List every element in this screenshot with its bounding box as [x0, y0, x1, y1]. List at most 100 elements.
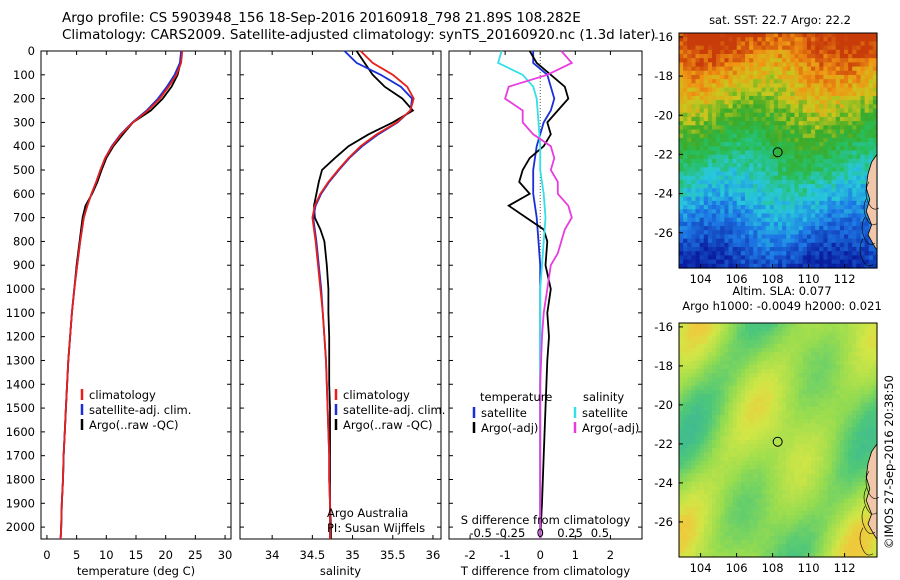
map-cell [761, 377, 767, 383]
map-cell [716, 200, 721, 206]
map-cell [761, 53, 767, 59]
map-cell [856, 158, 862, 164]
map-cell [703, 414, 709, 420]
map-cell [679, 74, 684, 80]
map-cell [749, 255, 754, 261]
map-cell [757, 200, 763, 206]
map-cell [798, 460, 804, 466]
map-cell [819, 49, 824, 55]
map-cell [860, 100, 866, 105]
map-cell [815, 125, 820, 131]
map-cell [839, 53, 845, 59]
map-cell [856, 343, 862, 349]
map-cell [773, 259, 779, 265]
map-cell [761, 137, 767, 143]
map-cell [691, 423, 697, 429]
map-cell [707, 163, 713, 168]
map-cell [790, 389, 796, 395]
map-cell [720, 251, 725, 257]
map-cell [687, 335, 692, 341]
map-cell [778, 360, 783, 366]
map-cell [765, 87, 771, 93]
map-cell [827, 179, 833, 185]
map-cell [699, 368, 705, 374]
map-cell [707, 196, 713, 202]
map-cell [852, 129, 857, 135]
map-cell [707, 150, 713, 156]
map-cell [769, 87, 775, 93]
map-cell [835, 205, 841, 210]
s-tick-label: 0 [537, 526, 544, 540]
map-cell [740, 188, 746, 194]
map-cell [798, 104, 804, 110]
map-cell [745, 485, 750, 491]
map-cell [773, 66, 779, 72]
map-cell [769, 205, 775, 210]
map-cell [720, 91, 725, 97]
map-cell [773, 485, 779, 491]
map-cell [753, 104, 758, 110]
map-cell [868, 62, 874, 68]
map-cell [695, 116, 701, 122]
map-cell [732, 389, 738, 395]
map-cell [732, 263, 738, 269]
map-cell [736, 45, 742, 51]
map-cell [765, 217, 771, 223]
map-cell [827, 163, 833, 168]
map-cell [749, 171, 754, 177]
map-cell [778, 129, 783, 135]
map-cell [761, 435, 767, 441]
map-cell [860, 373, 866, 378]
map-cell [695, 423, 701, 429]
map-cell [720, 469, 725, 475]
map-cell [679, 196, 684, 202]
map-cell [732, 456, 738, 462]
map-cell [798, 477, 804, 483]
map-cell [745, 440, 750, 445]
map-cell [827, 259, 833, 265]
map-cell [757, 37, 763, 42]
map-cell [823, 352, 829, 358]
map-cell [790, 259, 796, 265]
map-cell [683, 74, 688, 80]
map-cell [712, 175, 717, 181]
map-cell [848, 66, 853, 72]
map-cell [848, 87, 853, 93]
map-cell [691, 205, 697, 210]
map-cell [806, 473, 812, 479]
map-cell [683, 490, 688, 495]
map-cell [679, 419, 684, 424]
map-cell [712, 339, 717, 345]
map-cell [782, 377, 787, 383]
map-cell [749, 213, 754, 219]
map-cell [798, 45, 804, 51]
map-cell [736, 485, 742, 491]
map-cell [815, 435, 820, 441]
map-cell [720, 452, 725, 458]
map-cell [724, 234, 730, 240]
map-cell [679, 360, 684, 366]
map-cell [860, 323, 866, 328]
map-cell [815, 394, 820, 399]
map-cell [769, 494, 775, 500]
map-cell [712, 129, 717, 135]
legend-title-temperature: temperature [480, 390, 552, 404]
map-cell [773, 331, 779, 337]
map-cell [811, 125, 816, 131]
map-cell [848, 196, 853, 202]
map-cell [790, 125, 796, 131]
map-cell [811, 406, 816, 412]
map-cell [773, 251, 779, 257]
map-cell [848, 74, 853, 80]
map-cell [811, 184, 816, 189]
map-cell [712, 66, 717, 72]
map-cell [782, 116, 787, 122]
map-cell [773, 343, 779, 349]
map-cell [782, 79, 787, 84]
map-cell [815, 352, 820, 358]
map-cell [740, 95, 746, 101]
map-cell [769, 465, 775, 470]
map-cell [860, 87, 866, 93]
map-cell [773, 339, 779, 345]
map-cell [856, 175, 862, 181]
